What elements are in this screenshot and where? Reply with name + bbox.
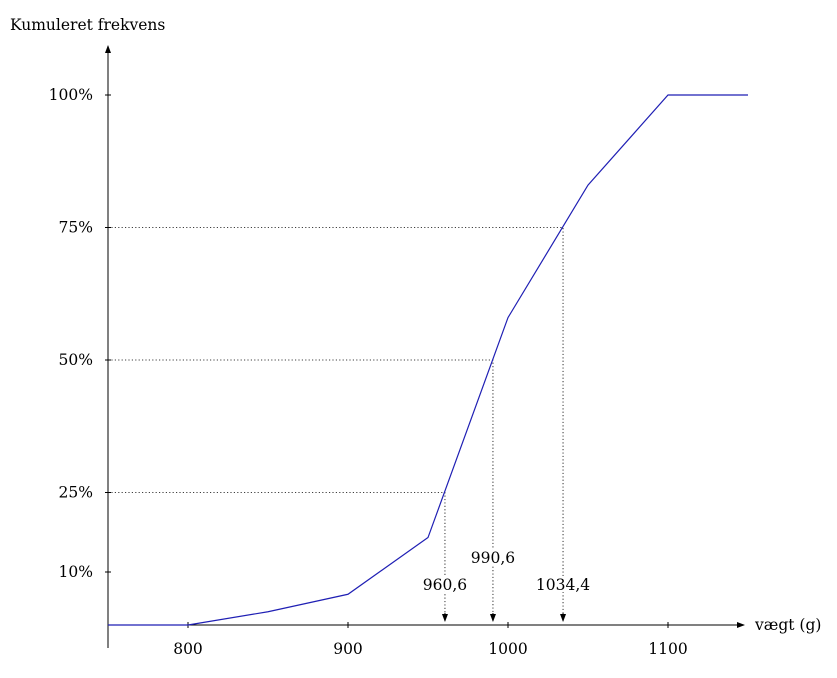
y-tick-label-2: 50%	[59, 351, 93, 369]
quartile-label-0: 960,6	[423, 576, 467, 594]
y-tick-label-4: 100%	[49, 86, 93, 104]
series-line-0	[108, 94, 748, 626]
x-tick-label-1: 900	[333, 640, 363, 658]
y-tick-label-1: 25%	[59, 484, 93, 502]
quartile-label-1: 990,6	[471, 549, 515, 567]
guide-line-0	[108, 492, 446, 617]
y-tick-label-3: 75%	[59, 219, 93, 237]
quartile-label-2: 1034,4	[536, 576, 590, 594]
guide-line-2	[108, 227, 564, 617]
x-tick-label-0: 800	[173, 640, 203, 658]
x-tick-label-2: 1000	[488, 640, 527, 658]
y-axis-title: Kumuleret frekvens	[10, 16, 165, 34]
y-tick-label-0: 10%	[59, 563, 93, 581]
x-tick-label-3: 1100	[648, 640, 687, 658]
x-axis-title: vægt (g)	[754, 616, 821, 634]
